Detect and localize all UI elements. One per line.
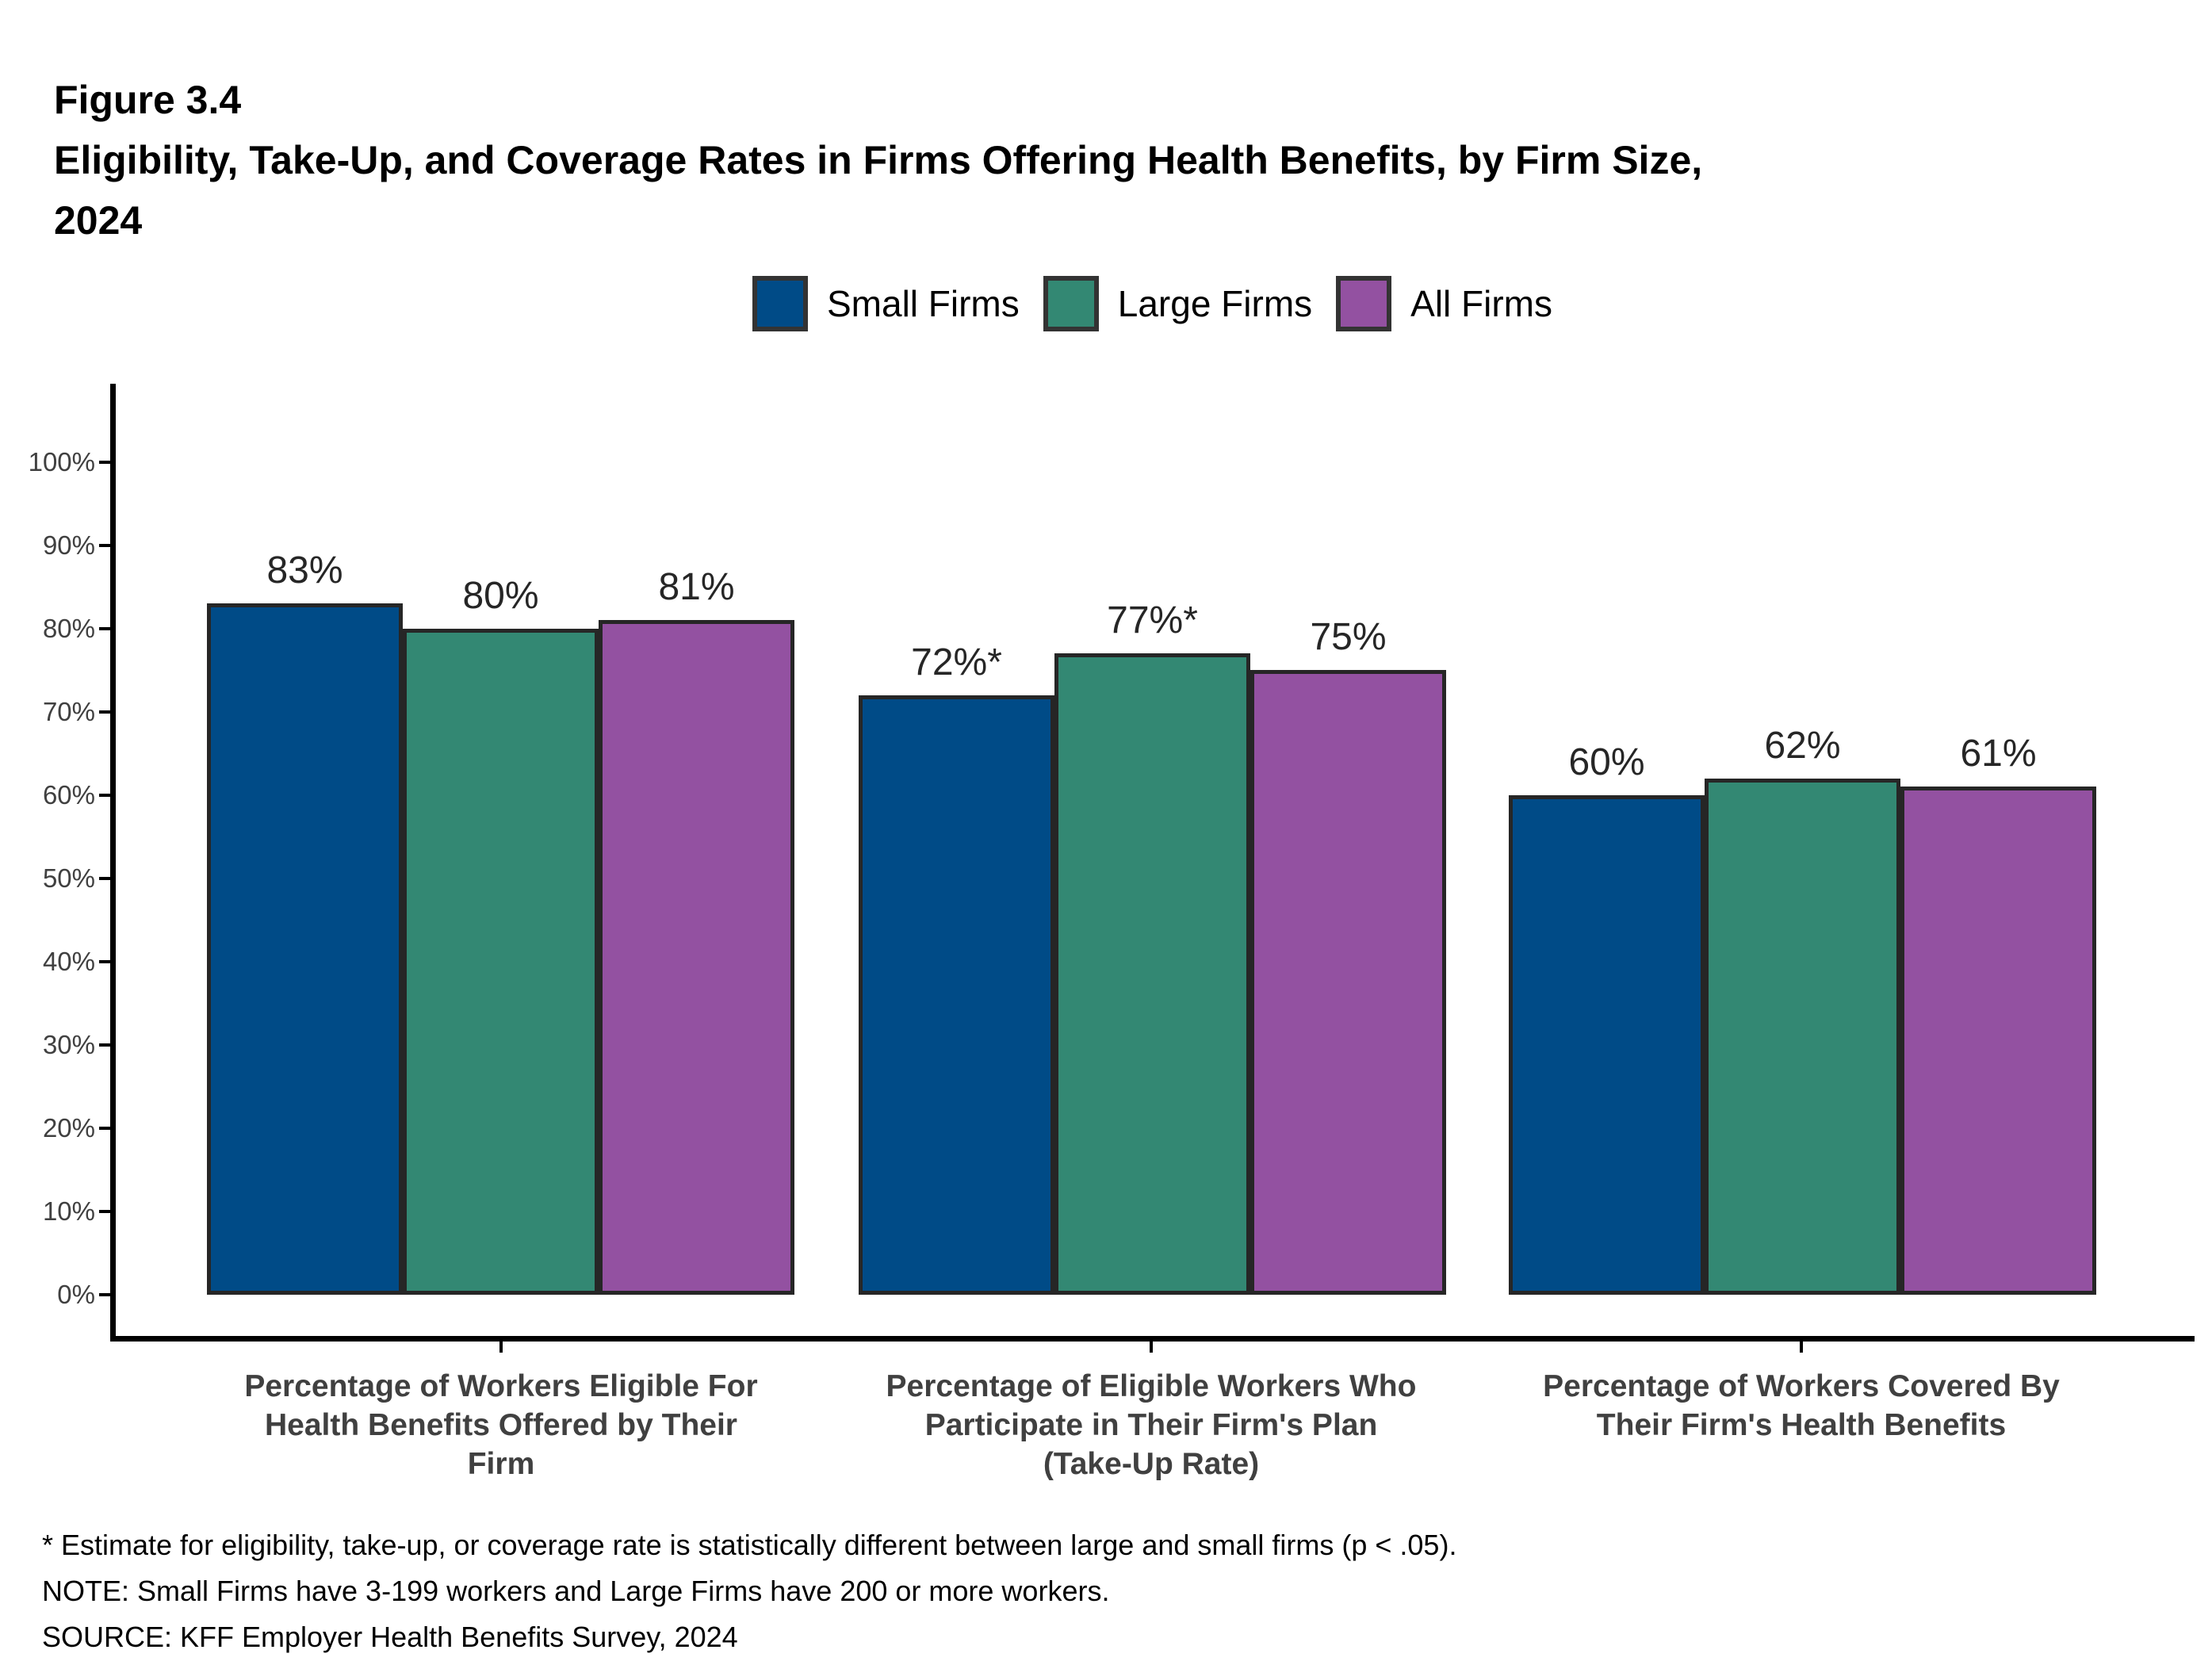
footnote-note: NOTE: Small Firms have 3-199 workers and… <box>42 1575 1110 1607</box>
bar-all-firms <box>1900 787 2096 1295</box>
footnote-source: SOURCE: KFF Employer Health Benefits Sur… <box>42 1621 738 1653</box>
y-axis-tick <box>99 877 110 880</box>
legend-item: Large Firms <box>1043 276 1312 331</box>
x-axis-category-label: Percentage of Eligible Workers Who Parti… <box>886 1369 1417 1481</box>
title-block: Figure 3.4 Eligibility, Take-Up, and Cov… <box>54 70 2179 251</box>
legend-label: All Firms <box>1410 283 1552 324</box>
footnote-significance: * Estimate for eligibility, take-up, or … <box>42 1529 1457 1561</box>
y-axis-tick-label: 100% <box>28 447 95 477</box>
x-axis-tick <box>1800 1336 1803 1353</box>
y-axis-tick-label: 10% <box>42 1196 95 1226</box>
bar-value-label: 61% <box>1960 733 2037 775</box>
y-axis-tick-label: 50% <box>42 863 95 893</box>
legend-item: All Firms <box>1336 276 1552 331</box>
bar-large-firms <box>403 629 599 1295</box>
bar-value-label: 80% <box>462 575 539 617</box>
chart-legend: Small Firms Large Firms All Firms <box>110 270 2195 338</box>
y-axis-tick <box>99 794 110 797</box>
bar-large-firms <box>1054 653 1250 1295</box>
bar-small-firms <box>207 603 403 1295</box>
y-axis-tick <box>99 1210 110 1213</box>
bar-value-label: 75% <box>1310 616 1387 658</box>
legend-label: Large Firms <box>1117 283 1313 324</box>
figure-number: Figure 3.4 <box>54 78 242 122</box>
footnotes: * Estimate for eligibility, take-up, or … <box>42 1522 2183 1660</box>
y-axis-tick <box>99 960 110 963</box>
bar-value-label: 60% <box>1568 741 1645 783</box>
bar-value-label: 83% <box>266 549 343 591</box>
legend-swatch <box>1043 276 1099 331</box>
x-axis-category-label: Percentage of Workers Eligible For Healt… <box>244 1369 758 1481</box>
y-axis-tick <box>99 544 110 547</box>
y-axis-tick <box>99 710 110 714</box>
bar-value-label: 77%* <box>1107 599 1198 641</box>
bar-value-label: 81% <box>658 566 735 608</box>
y-axis-tick <box>99 1043 110 1047</box>
x-axis-tick <box>1150 1336 1153 1353</box>
y-axis-tick <box>99 461 110 464</box>
y-axis-tick-label: 90% <box>42 530 95 560</box>
y-axis-tick <box>99 1293 110 1296</box>
bar-small-firms <box>1509 795 1705 1295</box>
y-axis-tick-label: 70% <box>42 697 95 726</box>
y-axis-tick-label: 60% <box>42 780 95 810</box>
y-axis-tick-label: 0% <box>57 1280 95 1309</box>
y-axis-tick-label: 80% <box>42 614 95 643</box>
y-axis-tick-label: 20% <box>42 1113 95 1143</box>
x-axis-tick <box>499 1336 503 1353</box>
y-axis-tick <box>99 1127 110 1130</box>
bar-value-label: 72%* <box>911 641 1002 683</box>
legend-item: Small Firms <box>752 276 1020 331</box>
bar-all-firms <box>1250 670 1446 1295</box>
x-axis-category-label: Percentage of Workers Covered By Their F… <box>1543 1369 2060 1442</box>
legend-label: Small Firms <box>826 283 1020 324</box>
y-axis-tick-label: 40% <box>42 947 95 976</box>
y-axis-tick <box>99 627 110 630</box>
legend-swatch <box>752 276 808 331</box>
plot-panel: 0% 10% 20% 30% 40% 50% 60% 70% 80% 90% 100% Percent… <box>29 384 2195 1481</box>
figure-title: Eligibility, Take-Up, and Coverage Rates… <box>54 138 1703 243</box>
bar-large-firms <box>1705 779 1900 1295</box>
bar-all-firms <box>599 620 794 1295</box>
bar-value-label: 62% <box>1764 725 1841 767</box>
legend-swatch <box>1336 276 1392 331</box>
bar-small-firms <box>859 695 1054 1295</box>
y-axis-tick-label: 30% <box>42 1030 95 1059</box>
